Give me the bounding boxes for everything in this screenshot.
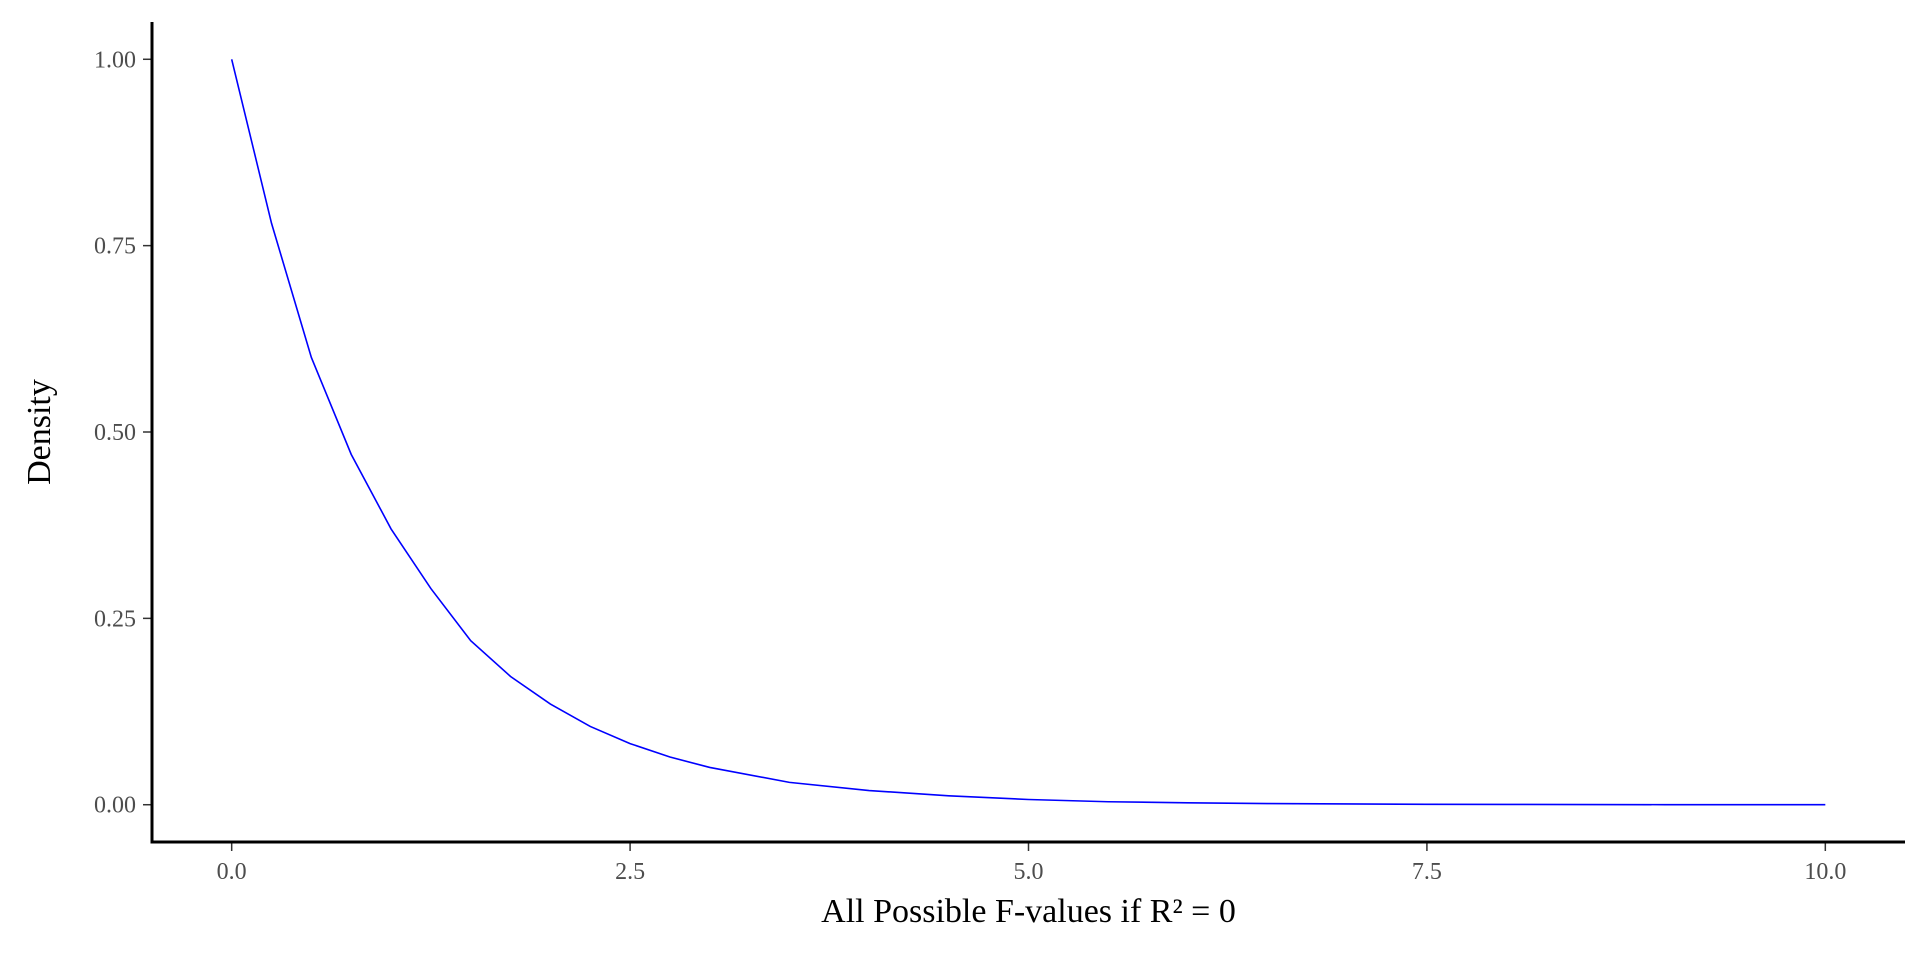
x-tick-label: 0.0 [217, 859, 247, 885]
x-tick-label: 7.5 [1412, 859, 1442, 885]
y-tick-label: 1.00 [94, 47, 136, 73]
x-tick-label: 5.0 [1014, 859, 1044, 885]
x-axis-title: All Possible F-values if R² = 0 [821, 893, 1236, 930]
y-tick-label: 0.75 [94, 234, 136, 260]
y-tick-label: 0.25 [94, 606, 136, 632]
y-tick-label: 0.50 [94, 420, 136, 446]
density-curve [230, 59, 1826, 806]
y-axis-ticks: 0.00 0.25 0.50 0.75 1.00 [94, 47, 152, 819]
y-axis-title: Density [21, 379, 58, 485]
x-tick-label: 2.5 [615, 859, 645, 885]
y-tick-label: 0.00 [94, 793, 136, 819]
x-axis-ticks: 0.0 2.5 5.0 7.5 10.0 [217, 842, 1846, 885]
x-tick-label: 10.0 [1804, 859, 1846, 885]
